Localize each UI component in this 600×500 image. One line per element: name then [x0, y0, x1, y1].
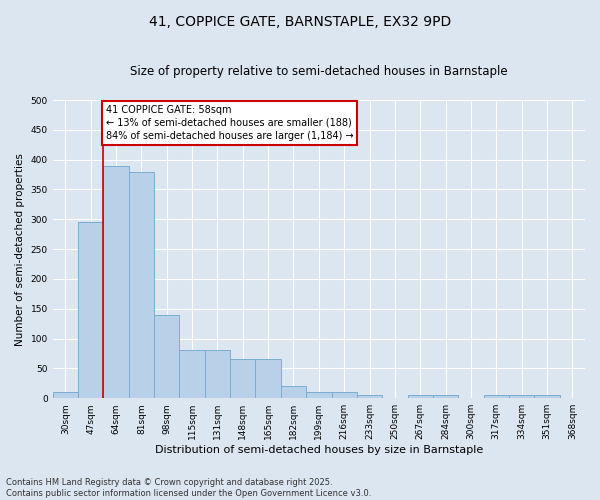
Bar	[306, 392, 332, 398]
Bar	[484, 395, 509, 398]
Bar	[129, 172, 154, 398]
Bar	[407, 395, 433, 398]
X-axis label: Distribution of semi-detached houses by size in Barnstaple: Distribution of semi-detached houses by …	[155, 445, 483, 455]
Y-axis label: Number of semi-detached properties: Number of semi-detached properties	[15, 152, 25, 346]
Bar	[281, 386, 306, 398]
Bar	[332, 392, 357, 398]
Bar	[103, 166, 129, 398]
Title: Size of property relative to semi-detached houses in Barnstaple: Size of property relative to semi-detach…	[130, 65, 508, 78]
Bar	[53, 392, 78, 398]
Bar	[433, 395, 458, 398]
Bar	[78, 222, 103, 398]
Bar	[230, 360, 256, 398]
Text: 41 COPPICE GATE: 58sqm
← 13% of semi-detached houses are smaller (188)
84% of se: 41 COPPICE GATE: 58sqm ← 13% of semi-det…	[106, 105, 353, 141]
Text: Contains HM Land Registry data © Crown copyright and database right 2025.
Contai: Contains HM Land Registry data © Crown c…	[6, 478, 371, 498]
Bar	[205, 350, 230, 398]
Bar	[535, 395, 560, 398]
Bar	[154, 314, 179, 398]
Bar	[179, 350, 205, 398]
Bar	[256, 360, 281, 398]
Text: 41, COPPICE GATE, BARNSTAPLE, EX32 9PD: 41, COPPICE GATE, BARNSTAPLE, EX32 9PD	[149, 15, 451, 29]
Bar	[509, 395, 535, 398]
Bar	[357, 395, 382, 398]
